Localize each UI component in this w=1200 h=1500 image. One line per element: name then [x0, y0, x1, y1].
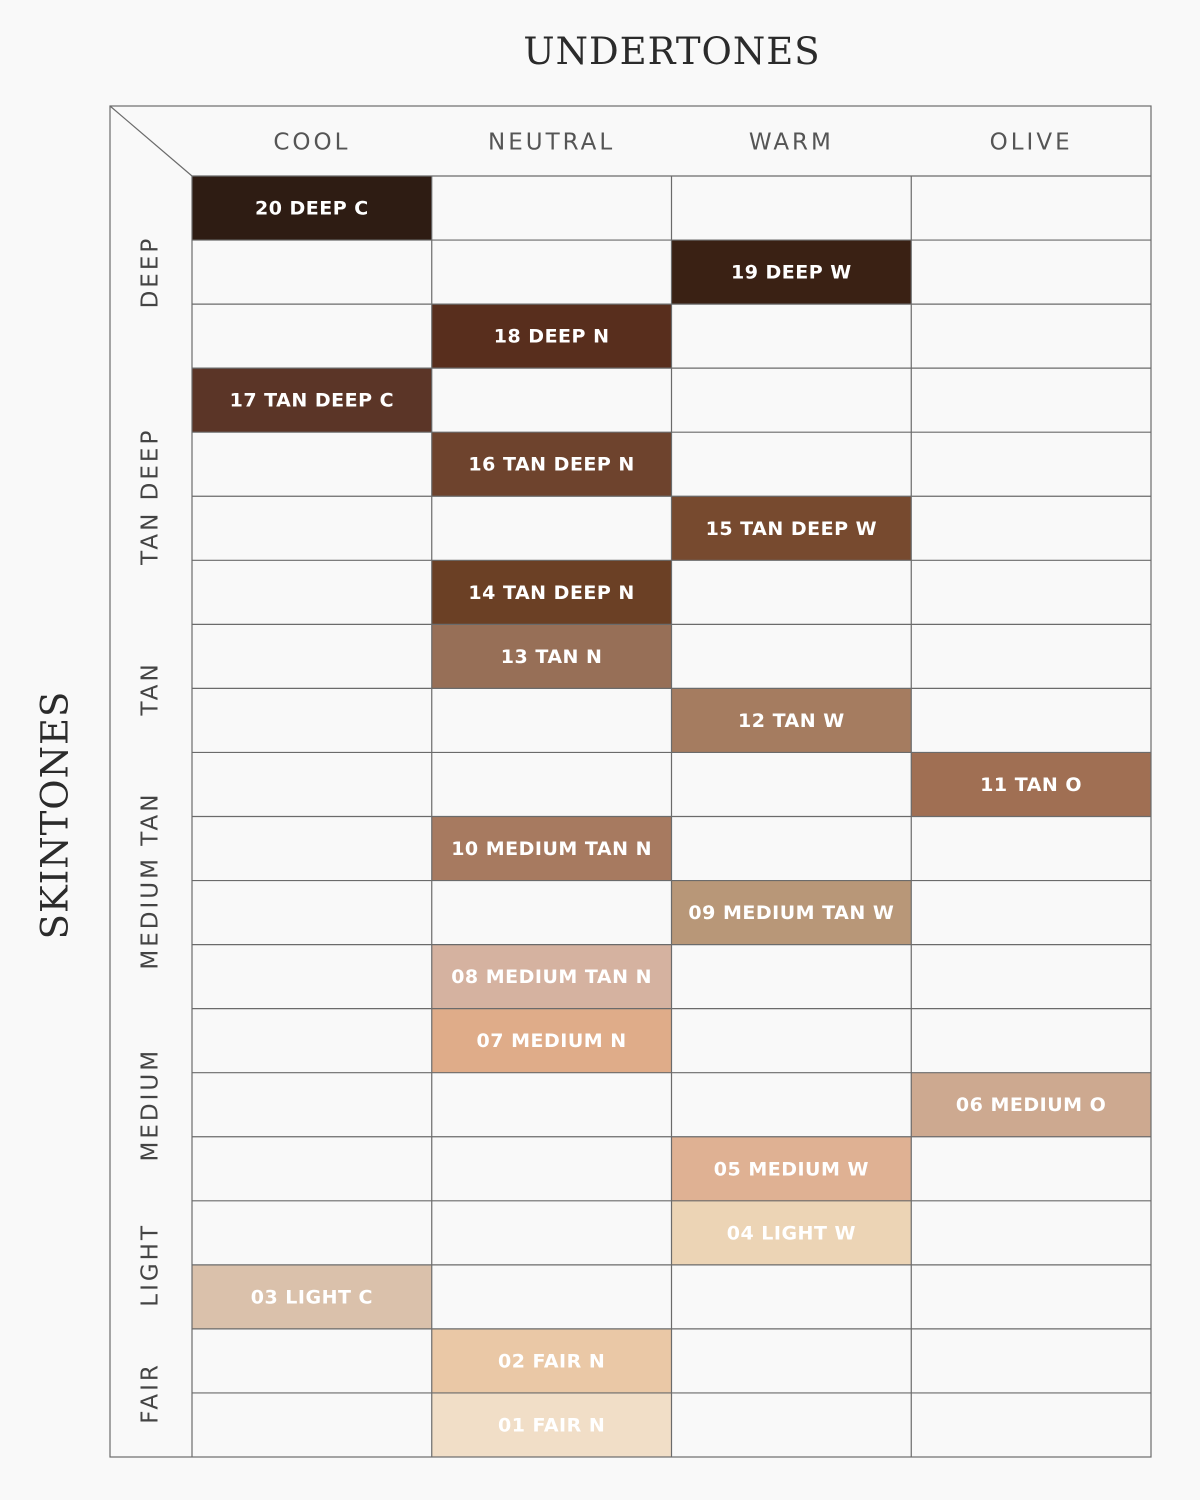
shade-label: 05 MEDIUM W: [714, 1158, 869, 1180]
shade-cell: [431, 624, 672, 689]
shade-cell: [431, 1328, 672, 1393]
row-group-label: TAN: [138, 661, 164, 716]
shade-label: 01 FAIR N: [498, 1414, 605, 1436]
shade-cell: [431, 816, 672, 881]
shade-label: 16 TAN DEEP N: [468, 454, 634, 476]
shade-cell: [431, 560, 672, 625]
column-header: WARM: [749, 130, 834, 156]
grid-labels: 20 DEEP C 19 DEEP W 18 DEEP N 17 TAN DEEP C…: [138, 130, 1106, 1437]
grid-border: [109, 105, 1152, 1458]
shade-cell: [671, 880, 912, 945]
column-header: OLIVE: [990, 130, 1073, 156]
shade-label: 13 TAN N: [501, 646, 603, 668]
shade-label: 19 DEEP W: [731, 262, 852, 284]
shade-cell: [911, 752, 1151, 817]
shade-label: 08 MEDIUM TAN N: [451, 966, 652, 988]
column-header: NEUTRAL: [488, 130, 615, 156]
shade-label: 12 TAN W: [738, 710, 845, 732]
shade-cell: [431, 944, 672, 1009]
shade-cell: [192, 1264, 432, 1329]
row-group-label: TAN DEEP: [138, 428, 164, 566]
shade-cell: [671, 240, 912, 305]
row-group-label: LIGHT: [138, 1223, 164, 1307]
shade-label: 14 TAN DEEP N: [468, 582, 634, 604]
shade-cell: [671, 1136, 912, 1201]
shade-cell: [671, 496, 912, 561]
chart-title: UNDERTONES: [523, 30, 821, 73]
shade-label: 20 DEEP C: [255, 198, 369, 220]
shade-cell: [911, 1072, 1151, 1137]
shade-label: 15 TAN DEEP W: [706, 518, 878, 540]
row-group-label: FAIR: [138, 1362, 164, 1424]
shade-cell: [431, 304, 672, 369]
shade-label: 18 DEEP N: [494, 326, 610, 348]
shade-cells: [192, 176, 1151, 1457]
shade-label: 04 LIGHT W: [727, 1222, 856, 1244]
grid-lines: [109, 105, 1152, 1458]
shade-label: 17 TAN DEEP C: [230, 390, 394, 412]
shade-cell: [431, 1008, 672, 1073]
shade-cell: [192, 176, 432, 241]
shade-cell: [431, 432, 672, 497]
shade-label: 11 TAN O: [980, 774, 1082, 796]
shade-cell: [192, 368, 432, 433]
row-group-label: MEDIUM TAN: [138, 792, 164, 970]
shade-label: 09 MEDIUM TAN W: [688, 902, 894, 924]
shade-label: 02 FAIR N: [498, 1350, 605, 1372]
column-header: COOL: [273, 130, 350, 156]
shade-label: 06 MEDIUM O: [956, 1094, 1106, 1116]
shade-cell: [671, 1200, 912, 1265]
row-group-label: DEEP: [138, 236, 164, 309]
shade-label: 10 MEDIUM TAN N: [451, 838, 652, 860]
shade-cell: [431, 1392, 672, 1457]
shade-label: 03 LIGHT C: [251, 1286, 373, 1308]
shade-cell: [671, 688, 912, 753]
shade-label: 07 MEDIUM N: [477, 1030, 627, 1052]
corner-diagonal: [109, 105, 193, 177]
row-group-label: MEDIUM: [138, 1048, 164, 1162]
